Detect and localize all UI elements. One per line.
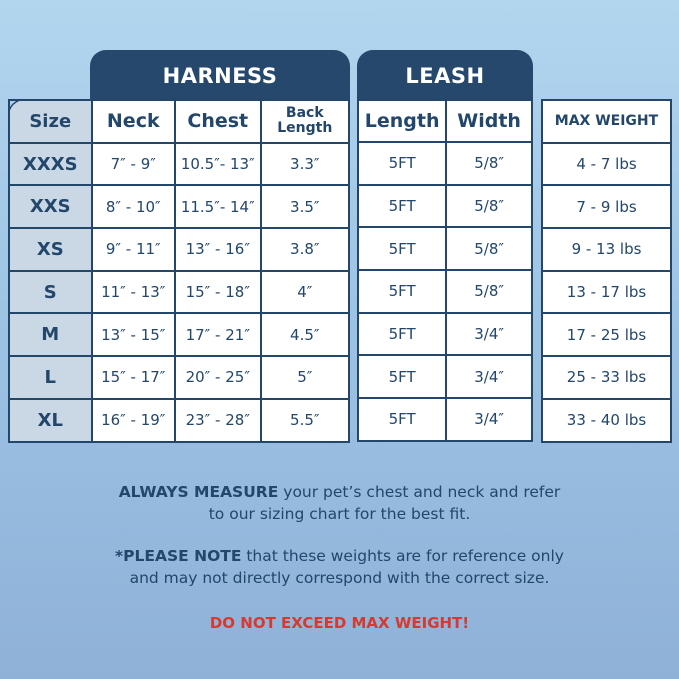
max-weight-cell: 9 - 13 lbs [541, 227, 672, 272]
note-line2: and may not directly correspond with the… [129, 569, 550, 587]
length-cell: 5FT [356, 269, 448, 314]
table-row: 25 - 33 lbs [541, 355, 672, 400]
harness-table: Size Neck Chest Back Length XXXS 7″ - 9″ 10.5… [8, 99, 351, 443]
table-row: 5FT 3/4″ [356, 311, 533, 357]
size-cell: XS [8, 227, 93, 272]
chest-cell: 13″ - 16″ [173, 227, 262, 272]
neck-cell: 11″ - 13″ [90, 269, 176, 315]
table-row: 5FT 3/4″ [356, 354, 533, 400]
max-weight-cell: 33 - 40 lbs [541, 397, 672, 443]
note-rest: that these weights are for reference onl… [241, 547, 564, 565]
neck-cell: 16″ - 19″ [90, 397, 176, 443]
chest-cell: 15″ - 18″ [173, 269, 262, 315]
chest-cell: 17″ - 21″ [173, 312, 262, 358]
max-weight-cell: 17 - 25 lbs [541, 312, 672, 358]
header-width: Width [445, 99, 533, 143]
measure-bold: ALWAYS MEASURE [118, 483, 279, 501]
chest-cell: 10.5″- 13″ [173, 141, 262, 187]
back-length-cell: 3.8″ [259, 227, 351, 272]
size-cell: L [8, 355, 93, 400]
neck-cell: 15″ - 17″ [90, 355, 176, 400]
neck-cell: 8″ - 10″ [90, 184, 176, 230]
width-cell: 3/4″ [445, 397, 533, 442]
chest-cell: 20″ - 25″ [173, 355, 262, 400]
table-row: 13 - 17 lbs [541, 269, 672, 315]
length-cell: 5FT [356, 354, 448, 400]
length-cell: 5FT [356, 183, 448, 229]
table-row: 5FT 3/4″ [356, 397, 533, 442]
note-bold: *PLEASE NOTE [115, 547, 242, 565]
length-cell: 5FT [356, 311, 448, 357]
max-weight-cell: 13 - 17 lbs [541, 269, 672, 315]
measure-rest: your pet’s chest and neck and refer [278, 483, 561, 501]
max-weight-warning: DO NOT EXCEED MAX WEIGHT! [209, 614, 470, 632]
chest-cell: 11.5″- 14″ [173, 184, 262, 230]
chest-cell: 23″ - 28″ [173, 397, 262, 443]
neck-cell: 7″ - 9″ [90, 141, 176, 187]
header-chest: Chest [173, 99, 262, 144]
back-length-cell: 5″ [259, 355, 351, 400]
table-row: 33 - 40 lbs [541, 397, 672, 443]
neck-cell: 9″ - 11″ [90, 227, 176, 272]
back-length-cell: 4″ [259, 269, 351, 315]
width-cell: 5/8″ [445, 141, 533, 186]
table-row: 5FT 5/8″ [356, 226, 533, 272]
length-cell: 5FT [356, 226, 448, 272]
back-length-cell: 3.3″ [259, 141, 351, 187]
measure-note: ALWAYS MEASURE your pet’s chest and neck… [0, 481, 679, 525]
header-neck: Neck [90, 99, 176, 144]
width-cell: 5/8″ [445, 183, 533, 229]
please-note: *PLEASE NOTE that these weights are for … [0, 545, 679, 589]
table-row: 5FT 5/8″ [356, 269, 533, 314]
measure-line2: to our sizing chart for the best fit. [208, 505, 471, 523]
size-cell: XL [8, 397, 93, 443]
max-weight-cell: 4 - 7 lbs [541, 141, 672, 187]
size-cell: XXXS [8, 141, 93, 187]
table-row: 4 - 7 lbs [541, 141, 672, 187]
table-row: L 15″ - 17″ 20″ - 25″ 5″ [8, 355, 351, 400]
width-cell: 5/8″ [445, 226, 533, 272]
size-cell: M [8, 312, 93, 358]
neck-cell: 13″ - 15″ [90, 312, 176, 358]
leash-table: Length Width 5FT 5/8″ 5FT 5/8″ 5FT 5/8″ 5FT 5/8″… [356, 99, 533, 442]
header-size: Size [8, 99, 93, 144]
size-cell: S [8, 269, 93, 315]
table-row: 17 - 25 lbs [541, 312, 672, 358]
width-cell: 3/4″ [445, 311, 533, 357]
header-max-weight: MAX WEIGHT [541, 99, 672, 144]
back-length-cell: 3.5″ [259, 184, 351, 230]
table-row: 5FT 5/8″ [356, 183, 533, 229]
max-weight-cell: 7 - 9 lbs [541, 184, 672, 230]
table-row: 9 - 13 lbs [541, 227, 672, 272]
length-cell: 5FT [356, 141, 448, 186]
back-length-cell: 4.5″ [259, 312, 351, 358]
max-weight-cell: 25 - 33 lbs [541, 355, 672, 400]
leash-title: LEASH [357, 50, 533, 101]
max-weight-table: MAX WEIGHT 4 - 7 lbs 7 - 9 lbs 9 - 13 lbs 1… [541, 99, 672, 443]
width-cell: 3/4″ [445, 354, 533, 400]
harness-title: HARNESS [90, 50, 350, 101]
back-length-cell: 5.5″ [259, 397, 351, 443]
table-row: XXS 8″ - 10″ 11.5″- 14″ 3.5″ [8, 184, 351, 230]
width-cell: 5/8″ [445, 269, 533, 314]
size-cell: XXS [8, 184, 93, 230]
table-row: XXXS 7″ - 9″ 10.5″- 13″ 3.3″ [8, 141, 351, 187]
header-length: Length [356, 99, 448, 143]
table-row: 5FT 5/8″ [356, 141, 533, 186]
table-row: XS 9″ - 11″ 13″ - 16″ 3.8″ [8, 227, 351, 272]
table-row: XL 16″ - 19″ 23″ - 28″ 5.5″ [8, 397, 351, 443]
header-back-length: Back Length [259, 99, 351, 144]
length-cell: 5FT [356, 397, 448, 442]
table-row: S 11″ - 13″ 15″ - 18″ 4″ [8, 269, 351, 315]
table-row: M 13″ - 15″ 17″ - 21″ 4.5″ [8, 312, 351, 358]
table-row: 7 - 9 lbs [541, 184, 672, 230]
